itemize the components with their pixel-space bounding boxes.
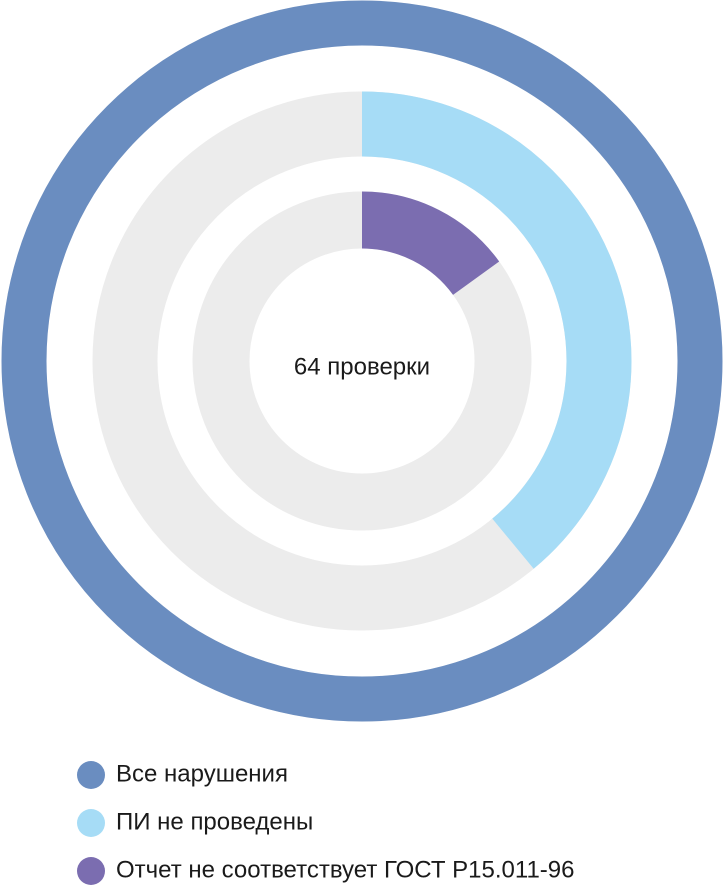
legend-marker [77, 857, 105, 885]
ring-arc [192, 191, 532, 531]
legend-label: ПИ не проведены [116, 808, 313, 835]
ring-arc [1, 0, 723, 722]
legend-marker [77, 809, 105, 837]
center-label: 64 проверки [294, 353, 430, 380]
legend-label: Все нарушения [116, 760, 288, 787]
ring-arc [92, 91, 632, 631]
legend-marker [77, 761, 105, 789]
legend-label: Отчет не соответствует ГОСТ Р15.011-96 [116, 856, 574, 883]
